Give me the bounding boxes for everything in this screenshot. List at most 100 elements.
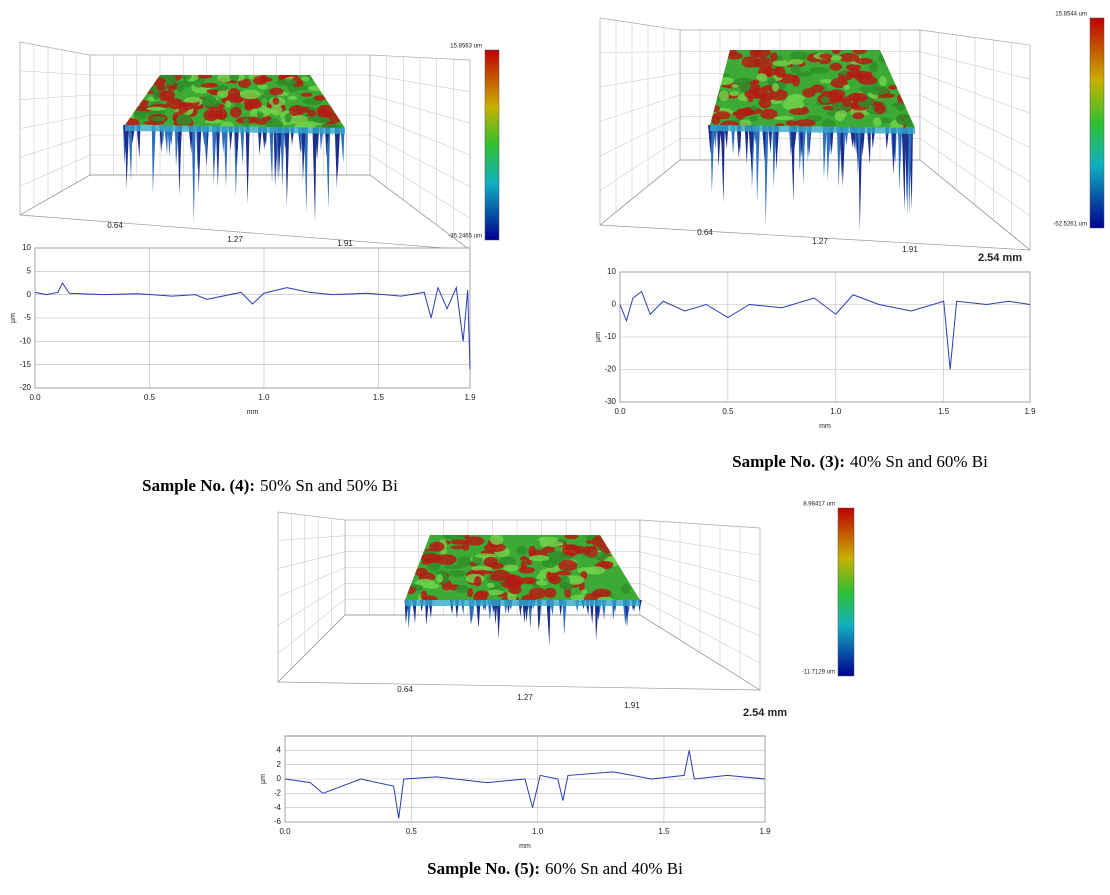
- surface-blob: [448, 569, 466, 577]
- wall-grid: [919, 116, 1031, 182]
- surface-spike: [589, 600, 594, 625]
- profile-chart: 4 2 0 -2 -4 -60.0 0.5 1.0 1.5 1.9 mm µm: [260, 735, 771, 850]
- surface-blob: [161, 90, 176, 101]
- colorbar-min-label: -11.7129 um: [802, 670, 835, 676]
- surface-spike: [892, 127, 897, 175]
- wall-grid: [599, 73, 681, 88]
- surface-spike: [861, 127, 866, 157]
- y-tick-label: 0: [277, 774, 282, 783]
- surface-blob: [520, 560, 527, 570]
- surface-blob: [455, 585, 469, 593]
- surface-blob: [759, 92, 774, 102]
- surface-blob: [489, 535, 504, 545]
- floor-edge: [19, 174, 471, 251]
- surface-blob: [829, 55, 842, 61]
- y-axis-label: µm: [260, 774, 267, 784]
- y-tick-label: 5: [27, 266, 32, 275]
- surface-tick-label: 1.27: [227, 235, 243, 244]
- surface-blob: [597, 596, 613, 600]
- surface-spike: [221, 126, 226, 154]
- surface-blob: [737, 107, 754, 117]
- surface-spike: [764, 125, 769, 226]
- surface-spike: [905, 127, 910, 201]
- surface-blob: [184, 98, 200, 104]
- surface-blob: [785, 120, 798, 126]
- surface-blob: [789, 51, 809, 61]
- surface-spike: [775, 125, 780, 171]
- surface-spike: [710, 125, 715, 193]
- wall-grid: [277, 567, 346, 598]
- colorbar-min-label: -52.5261 um: [1053, 222, 1087, 228]
- surface-spike: [425, 600, 430, 626]
- surface-spike: [822, 126, 827, 179]
- surface-spike: [731, 125, 736, 155]
- surface-spike: [716, 125, 721, 168]
- surface-spike: [898, 127, 903, 192]
- surface-blob: [592, 588, 612, 598]
- surface-spike: [167, 125, 172, 157]
- x-axis-label: mm: [519, 843, 531, 850]
- x-tick-label: 0.0: [614, 407, 626, 416]
- surface-spike: [223, 126, 228, 189]
- surface-plot: 0.64 1.27 1.91 2.54 mm 15.8544 um -52.5261 um: [599, 12, 1105, 264]
- surface-blob: [519, 556, 528, 561]
- surface-tick-label: 0.64: [697, 228, 713, 237]
- y-axis-label: µm: [10, 313, 17, 323]
- surface-blob: [794, 119, 816, 127]
- wall-grid: [639, 583, 761, 637]
- surface-blob: [852, 50, 867, 55]
- surface-spike: [829, 126, 834, 156]
- surface-spike: [191, 125, 196, 224]
- wall-grid: [599, 116, 681, 157]
- surface-spike: [907, 127, 912, 165]
- surface-blob: [855, 57, 873, 65]
- surface-blob: [176, 81, 184, 93]
- x-tick-label: 0.0: [29, 393, 41, 402]
- surface-spike: [790, 126, 795, 203]
- surface-blob: [556, 570, 572, 576]
- x-tick-label: 0.5: [406, 827, 418, 836]
- surface-blob: [770, 52, 778, 62]
- surface-blob: [830, 77, 848, 88]
- surface-blob: [230, 107, 242, 118]
- surface-blob: [182, 75, 192, 80]
- surface-blob: [580, 589, 588, 595]
- surface-front-band: [405, 600, 640, 606]
- surface-blob: [424, 583, 440, 589]
- surface-spike: [215, 126, 220, 187]
- surface-spike: [245, 126, 250, 204]
- surface-blob: [276, 78, 297, 87]
- y-tick-label: -4: [274, 803, 282, 812]
- surface-spike: [312, 127, 317, 223]
- surface-blob: [238, 78, 251, 88]
- surface-blob: [201, 99, 221, 108]
- x-tick-label: 1.9: [464, 393, 476, 402]
- surface-spike: [257, 126, 262, 156]
- surface-blob: [541, 546, 556, 553]
- surface-spike: [197, 126, 202, 193]
- caption: Sample No. (5): 60% Sn and 40% Bi: [427, 859, 683, 878]
- wall-grid: [369, 134, 471, 187]
- surface-spike: [334, 127, 339, 189]
- surface-blob: [435, 554, 457, 565]
- surface-spike: [546, 600, 551, 647]
- surface-spike: [768, 125, 773, 154]
- surface-blob: [300, 76, 310, 81]
- caption: Sample No. (3): 40% Sn and 60% Bi: [732, 452, 988, 471]
- surface-blob: [521, 576, 536, 585]
- surface-tick-label: 2.54 mm: [978, 252, 1022, 264]
- surface-blob: [528, 587, 546, 600]
- surface-blob: [472, 570, 493, 575]
- surface-blob: [585, 566, 606, 575]
- y-axis-label: µm: [595, 332, 602, 342]
- surface-blob: [756, 73, 768, 82]
- surface-blob: [166, 98, 184, 109]
- profile-line: [619, 290, 1031, 370]
- surface-blob: [483, 543, 506, 553]
- surface-blob: [486, 582, 495, 588]
- wall-grid: [369, 154, 471, 219]
- y-tick-label: 10: [607, 267, 616, 276]
- surface-blob: [772, 82, 779, 92]
